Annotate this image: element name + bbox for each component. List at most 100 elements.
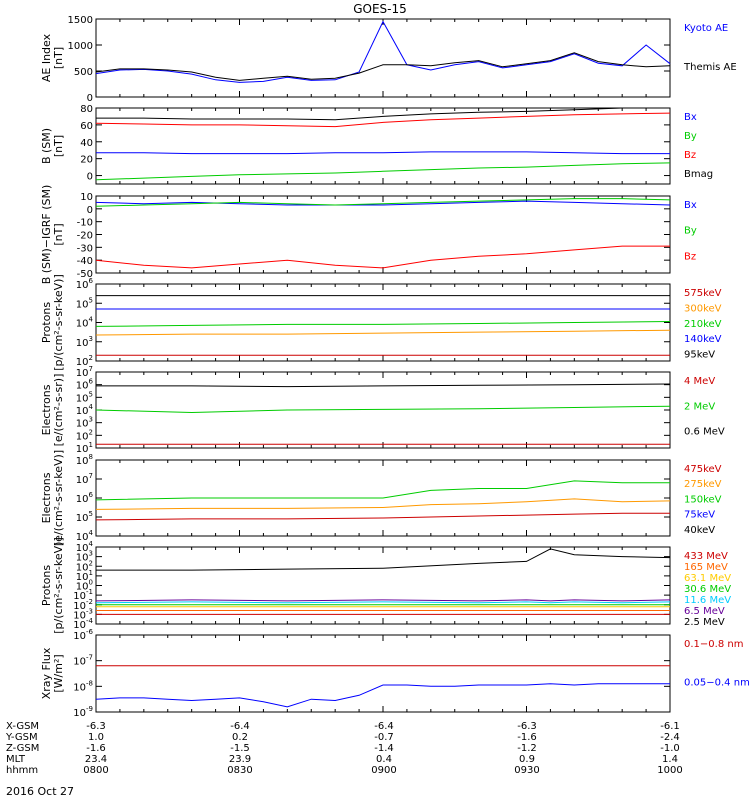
y-tick-label: 103 — [76, 335, 93, 349]
series-line — [95, 480, 670, 501]
y-tick-label: 10-2 — [73, 598, 93, 612]
legend-entry: 75keV — [684, 510, 715, 521]
y-tick-label: 108 — [76, 453, 93, 467]
y-tick-label: 106 — [76, 378, 94, 392]
y-tick-label: 0 — [87, 172, 93, 183]
y-axis-label: [e/(cm²-s-sr-keV)] — [52, 450, 65, 546]
series-line — [95, 512, 670, 521]
y-tick-label: -20 — [77, 231, 93, 242]
footer-label: Y-GSM — [5, 732, 38, 743]
y-tick-label: 40 — [80, 138, 93, 149]
legend-entry: 0.1−0.8 nm — [684, 639, 743, 650]
y-tick-label: 1500 — [68, 15, 93, 26]
y-tick-label: 105 — [76, 296, 93, 310]
legend-entry: 575keV — [684, 288, 722, 299]
series-line — [96, 107, 670, 121]
footer-table: X-GSM -6.3 -6.4 -6.4 -6.3 -6.1 Y-GSM 1.0 0.2 -0.7… — [5, 721, 683, 776]
footer-value: 23.9 — [229, 754, 251, 765]
legend-entry: 0.6 MeV — [684, 427, 725, 438]
series-line — [96, 548, 671, 571]
legend-entry: Bz — [684, 251, 696, 262]
series-line — [95, 20, 671, 83]
series-line — [95, 683, 670, 708]
series-line — [95, 601, 671, 604]
series-line — [95, 200, 671, 206]
y-tick-label: 10-4 — [73, 617, 93, 631]
y-tick-label: 10-6 — [73, 628, 93, 642]
footer-value: 0.2 — [232, 732, 248, 743]
y-axis-label: [W/m²] — [52, 654, 65, 692]
y-axis-label: Protons — [40, 565, 53, 606]
y-tick-label: 105 — [76, 390, 93, 404]
y-axis-label: [p/(cm²-s-sr-keV)] — [52, 537, 65, 634]
y-tick-label: 104 — [76, 529, 94, 543]
y-axis-label: [nT] — [52, 223, 65, 245]
footer-label: MLT — [6, 754, 26, 765]
y-axis-label: Electrons — [40, 472, 53, 523]
y-axis-label: B (SM) — [40, 128, 53, 164]
footer-value: -6.3 — [86, 721, 106, 732]
footer-value: -6.3 — [517, 721, 537, 732]
y-tick-label: 106 — [76, 277, 94, 291]
y-tick-label: 0 — [87, 93, 93, 104]
y-tick-label: 20 — [80, 155, 93, 166]
series-line — [95, 245, 670, 269]
footer-value: -6.4 — [374, 721, 394, 732]
y-tick-label: 102 — [76, 428, 93, 442]
y-tick-label: 103 — [76, 550, 93, 564]
legend-entry: 95keV — [684, 350, 715, 361]
legend-entry: 11.6 MeV — [684, 595, 731, 606]
legend-entry: 433 MeV — [684, 551, 728, 562]
legend-entry: 150keV — [684, 494, 722, 505]
footer-value: 0830 — [227, 765, 252, 776]
y-axis-label: [p/(cm²-s-sr-keV)] — [52, 274, 65, 371]
y-tick-label: 60 — [80, 121, 93, 132]
footer-value: -0.7 — [374, 732, 394, 743]
series-line — [95, 405, 671, 414]
y-tick-label: -10 — [77, 218, 93, 229]
legend-entry: 165 MeV — [684, 562, 728, 573]
legend-entry: 475keV — [684, 464, 722, 475]
footer-value: -1.5 — [230, 743, 250, 754]
series-line — [95, 329, 671, 336]
legend-entry: 2 MeV — [684, 401, 715, 412]
legend-entry: Kyoto AE — [684, 23, 728, 34]
footer-value: -1.6 — [517, 732, 537, 743]
y-axis-label: [e/(cm²-s-sr)] — [52, 374, 65, 447]
y-axis-label: AE Index — [40, 33, 53, 82]
y-tick-label: 10-3 — [73, 607, 93, 621]
y-tick-label: 10-8 — [73, 679, 93, 693]
legend-entry: 63.1 MeV — [684, 573, 731, 584]
panel-frame — [95, 195, 671, 274]
legend-entry: By — [684, 131, 697, 142]
panel-electrons-low: 104 105 106 107 108 Electrons [e/(cm²-s-sr-keV… — [40, 450, 722, 546]
y-tick-label: 1000 — [68, 41, 93, 52]
legend-entry: By — [684, 226, 697, 237]
y-tick-label: 104 — [76, 403, 94, 417]
footer-value: -2.4 — [660, 732, 680, 743]
y-tick-label: 102 — [76, 559, 93, 573]
legend-entry: Themis AE — [683, 62, 737, 73]
y-tick-label: 104 — [76, 316, 94, 330]
legend-entry: Bmag — [684, 169, 713, 180]
legend-entry: 2.5 MeV — [684, 617, 725, 628]
series-line — [95, 498, 671, 510]
panel-xray: 10-9 10-8 10-7 10-6 Xray Flux [W/m²] 0.1−0.8 n… — [40, 628, 750, 719]
legend-entry: 40keV — [684, 525, 715, 536]
figure-title: GOES-15 — [353, 2, 407, 16]
legend-entry: 275keV — [684, 479, 722, 490]
footer-value: 1000 — [657, 765, 682, 776]
y-axis-label: [nT] — [52, 135, 65, 157]
legend-entry: 6.5 MeV — [684, 606, 725, 617]
panel-bsm: 0 20 40 60 80 B (SM) [nT] Bx By Bz Bmag — [40, 104, 713, 185]
series-line — [96, 383, 671, 388]
series-line — [96, 151, 670, 155]
series-line — [95, 599, 671, 602]
y-tick-label: 102 — [76, 354, 93, 368]
panel-ae: 0 500 1000 1500 AE Index [nT] Kyoto AE Themis A… — [40, 15, 737, 104]
y-axis-label: B (SM)−IGRF (SM) — [40, 185, 53, 285]
footer-value: -6.4 — [230, 721, 250, 732]
